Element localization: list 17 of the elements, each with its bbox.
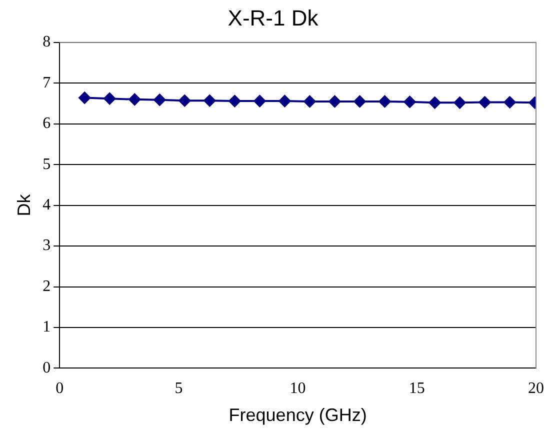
y-tick-label: 8 [42,34,51,51]
x-tick-label: 10 [290,380,306,398]
chart-title: X-R-1 Dk [228,5,320,30]
x-tick-label: 20 [528,380,544,398]
y-tick-label: 5 [42,156,51,173]
x-tick-label: 5 [174,380,183,398]
y-tick-label: 2 [42,278,51,295]
y-tick-label: 7 [42,74,51,92]
x-tick-label: 0 [56,380,64,398]
x-axis-title: Frequency (GHz) [228,405,367,426]
y-tick-label: 0 [42,359,51,376]
y-axis-title: Dk [14,193,34,216]
y-tick-label: 3 [42,237,51,254]
y-tick-label: 4 [42,196,51,214]
y-tick-label: 1 [42,318,51,336]
x-tick-label: 15 [408,380,425,398]
y-tick-label: 6 [42,115,51,132]
